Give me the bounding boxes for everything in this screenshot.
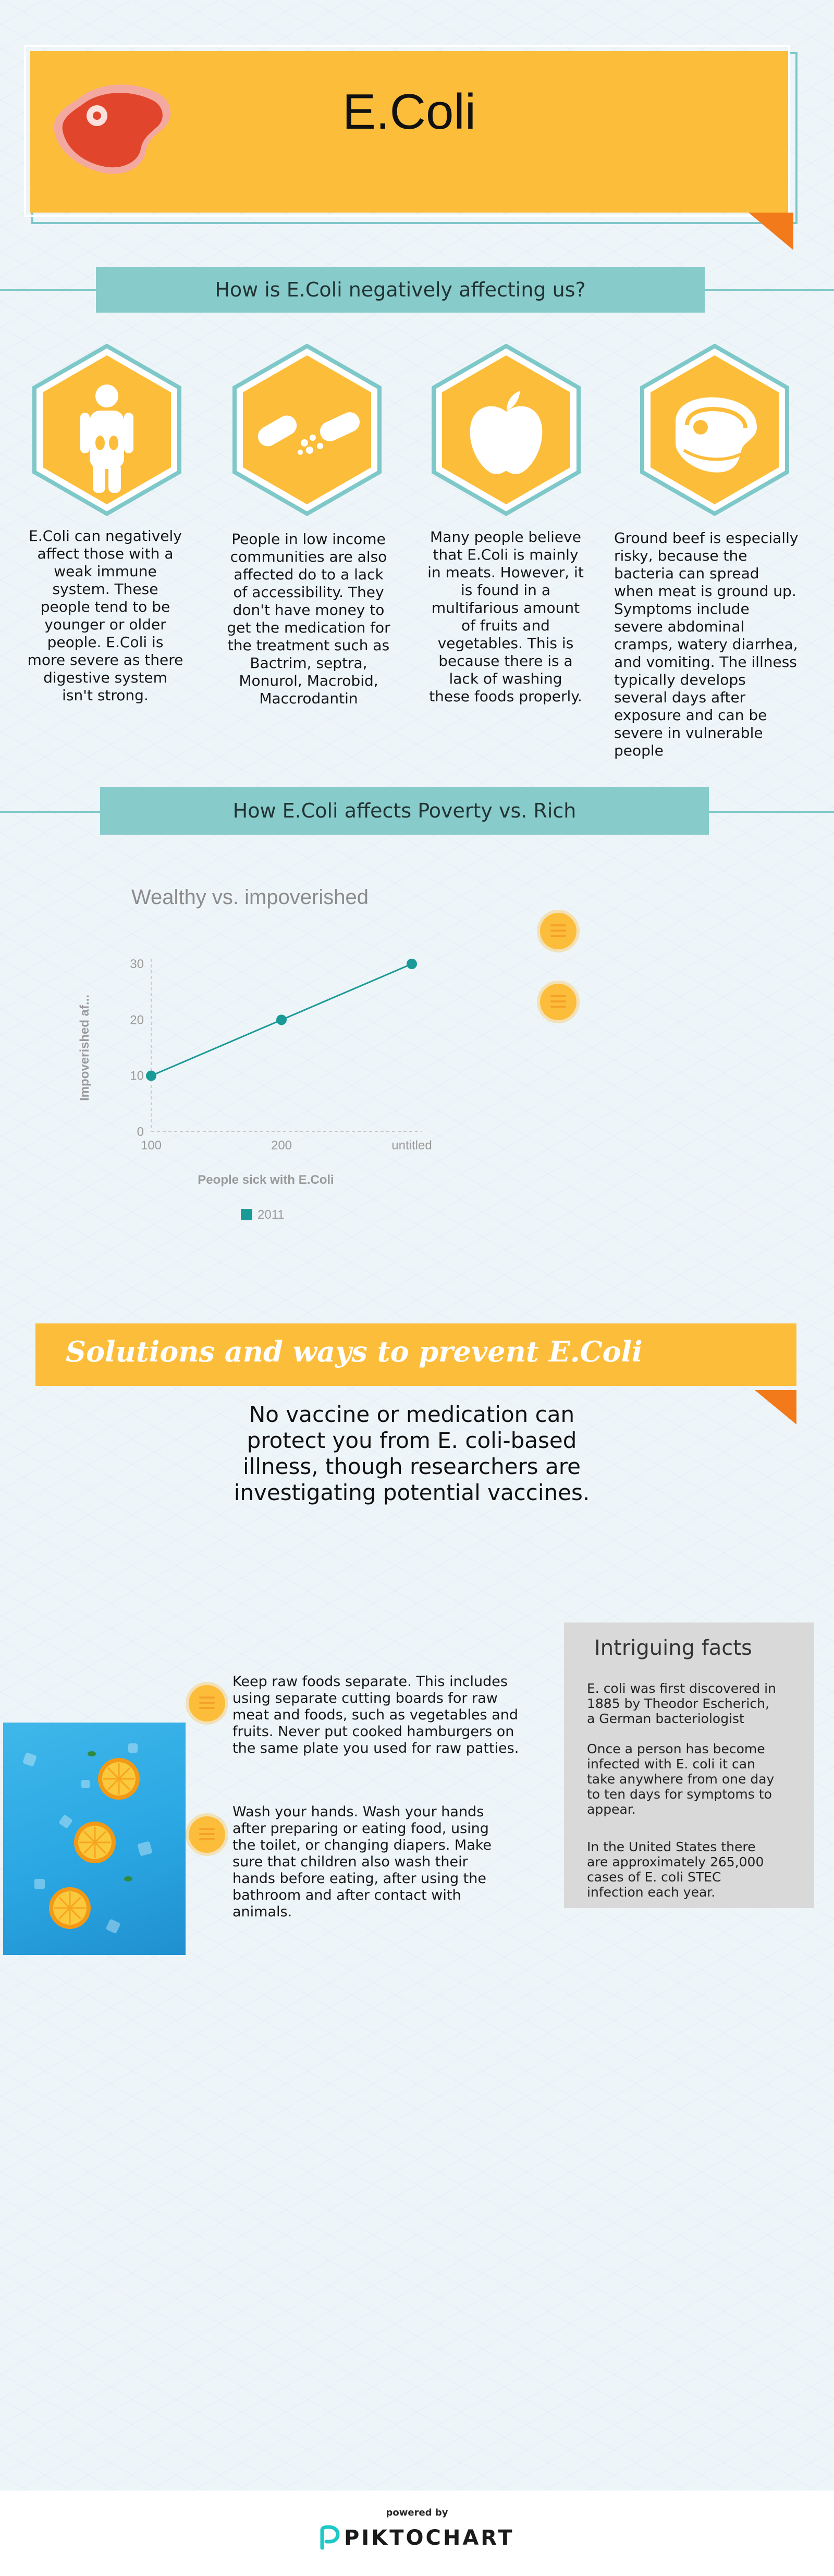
list-icon[interactable] xyxy=(540,913,577,949)
section1-title-bar: How is E.Coli negatively affecting us? xyxy=(96,267,705,313)
legend-label: 2011 xyxy=(257,1208,285,1222)
chart-title: Wealthy vs. impoverished xyxy=(131,886,369,909)
y-tick-label: 20 xyxy=(130,1013,144,1027)
fact-text: Once a person has become infected with E… xyxy=(587,1741,775,1817)
section2-title: How E.Coli affects Poverty vs. Rich xyxy=(232,799,577,822)
y-tick-label: 10 xyxy=(130,1069,144,1083)
y-tick-label: 0 xyxy=(137,1125,144,1139)
facts-title: Intriguing facts xyxy=(594,1636,752,1660)
meat-steak-icon xyxy=(54,84,171,174)
oranges-on-ice-photo xyxy=(3,1723,186,1955)
x-tick-label: 100 xyxy=(141,1138,162,1153)
powered-by-label: powered by xyxy=(386,2507,448,2518)
hexagon-body xyxy=(31,344,182,516)
x-tick-label: untitled xyxy=(391,1138,432,1153)
y-tick-label: 30 xyxy=(130,957,144,971)
hexagon-pills xyxy=(231,344,383,516)
fact-text: E. coli was first discovered in 1885 by … xyxy=(587,1681,776,1726)
brand-name[interactable]: PIKTOCHART xyxy=(344,2526,514,2550)
apple-icon xyxy=(470,391,543,475)
list-icon[interactable] xyxy=(189,1685,225,1722)
data-point xyxy=(146,1070,156,1081)
fact-text: In the United States there are approxima… xyxy=(587,1839,764,1900)
section2-title-bar: How E.Coli affects Poverty vs. Rich xyxy=(100,787,709,835)
vaccine-statement: No vaccine or medication can protect you… xyxy=(234,1402,590,1505)
x-axis-label: People sick with E.Coli xyxy=(198,1173,334,1187)
list-icon[interactable] xyxy=(540,984,577,1020)
piktochart-logo-icon[interactable] xyxy=(319,2525,340,2550)
meat-steak-icon xyxy=(676,397,757,473)
orange-slice xyxy=(98,1758,140,1800)
list-icon[interactable] xyxy=(189,1816,225,1853)
pills-icon xyxy=(257,412,360,455)
orange-slice xyxy=(74,1822,116,1863)
section1-item-text: People in low income communities are als… xyxy=(227,530,390,707)
section1-item-text: E.Coli can negatively affect those with … xyxy=(27,527,183,704)
y-axis-label: Impoverished af... xyxy=(78,995,92,1101)
section1-item-text: Ground beef is especially risky, because… xyxy=(614,529,799,759)
footer xyxy=(0,2491,834,2576)
solutions-title: Solutions and ways to prevent E.Coli xyxy=(66,1335,643,1368)
banner-fold-ribbon xyxy=(749,213,793,250)
section1-item-text: Many people believe that E.Coli is mainl… xyxy=(427,528,584,705)
hexagon-apple xyxy=(431,344,582,516)
solutions-banner xyxy=(35,1323,796,1386)
banner-frame xyxy=(24,45,790,217)
hexagon-steak xyxy=(639,344,790,516)
line-chart: 0 10 20 30 100 200 untitled Impoverished af... P… xyxy=(78,957,432,1222)
orange-slice xyxy=(49,1887,91,1929)
tip-text: Wash your hands. Wash your hands after p… xyxy=(232,1804,492,1920)
legend-swatch xyxy=(241,1209,252,1220)
section1-title: How is E.Coli negatively affecting us? xyxy=(215,278,586,301)
x-tick-label: 200 xyxy=(271,1138,292,1153)
solutions-fold-ribbon xyxy=(755,1390,796,1425)
data-point xyxy=(276,1014,287,1025)
facts-card xyxy=(564,1623,814,1908)
page-title: E.Coli xyxy=(342,84,476,140)
body-organs-icon xyxy=(80,385,133,493)
data-point xyxy=(407,959,417,969)
tip-text: Keep raw foods separate. This includes u… xyxy=(232,1674,519,1756)
